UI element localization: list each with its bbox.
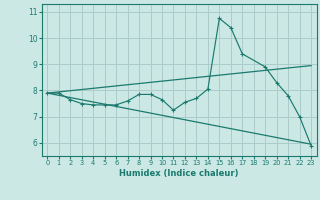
X-axis label: Humidex (Indice chaleur): Humidex (Indice chaleur) <box>119 169 239 178</box>
